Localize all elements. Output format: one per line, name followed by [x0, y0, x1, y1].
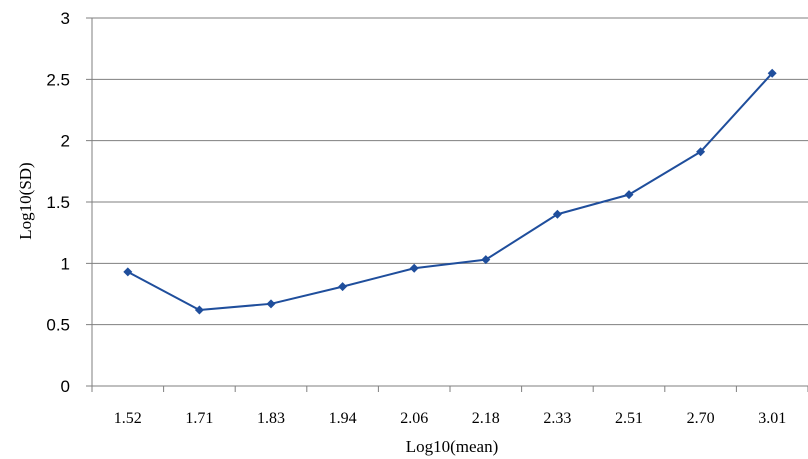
y-tick-labels: 0 0.5 1 1.5 2 2.5 3 — [46, 9, 70, 396]
data-point — [624, 190, 634, 200]
data-point — [552, 209, 562, 219]
data-point — [266, 299, 276, 309]
data-point — [696, 147, 706, 157]
x-tick-label: 2.06 — [400, 410, 428, 427]
x-tick-label: 2.51 — [615, 410, 643, 427]
y-axis-title: Log10(SD) — [16, 162, 35, 239]
y-tick-label: 2 — [61, 132, 70, 151]
axes — [86, 18, 808, 392]
x-tick-label: 2.18 — [472, 410, 500, 427]
data-point — [123, 267, 133, 277]
data-point — [194, 305, 204, 315]
y-tick-label: 0.5 — [46, 316, 70, 335]
x-tick-label: 1.94 — [329, 410, 357, 427]
x-tick-label: 3.01 — [758, 410, 786, 427]
data-point — [338, 282, 348, 292]
x-axis-title: Log10(mean) — [406, 437, 499, 456]
x-tick-label: 2.33 — [543, 410, 571, 427]
x-tick-label: 2.70 — [687, 410, 715, 427]
series-line — [127, 72, 773, 311]
x-tick-label: 1.83 — [257, 410, 285, 427]
y-tick-label: 3 — [61, 9, 70, 28]
y-tick-label: 2.5 — [46, 70, 70, 89]
series-group — [123, 68, 777, 315]
y-tick-label: 0 — [61, 377, 70, 396]
x-tick-label: 1.71 — [185, 410, 213, 427]
x-tick-label: 1.52 — [114, 410, 142, 427]
y-tick-label: 1 — [61, 254, 70, 273]
x-tick-labels: 1.52 1.71 1.83 1.94 2.06 2.18 2.33 2.51 2.70 3.01 — [114, 410, 786, 427]
data-point — [767, 68, 777, 78]
data-point — [409, 263, 419, 273]
y-tick-label: 1.5 — [46, 193, 70, 212]
gridlines — [86, 17, 808, 326]
data-point — [481, 255, 491, 265]
